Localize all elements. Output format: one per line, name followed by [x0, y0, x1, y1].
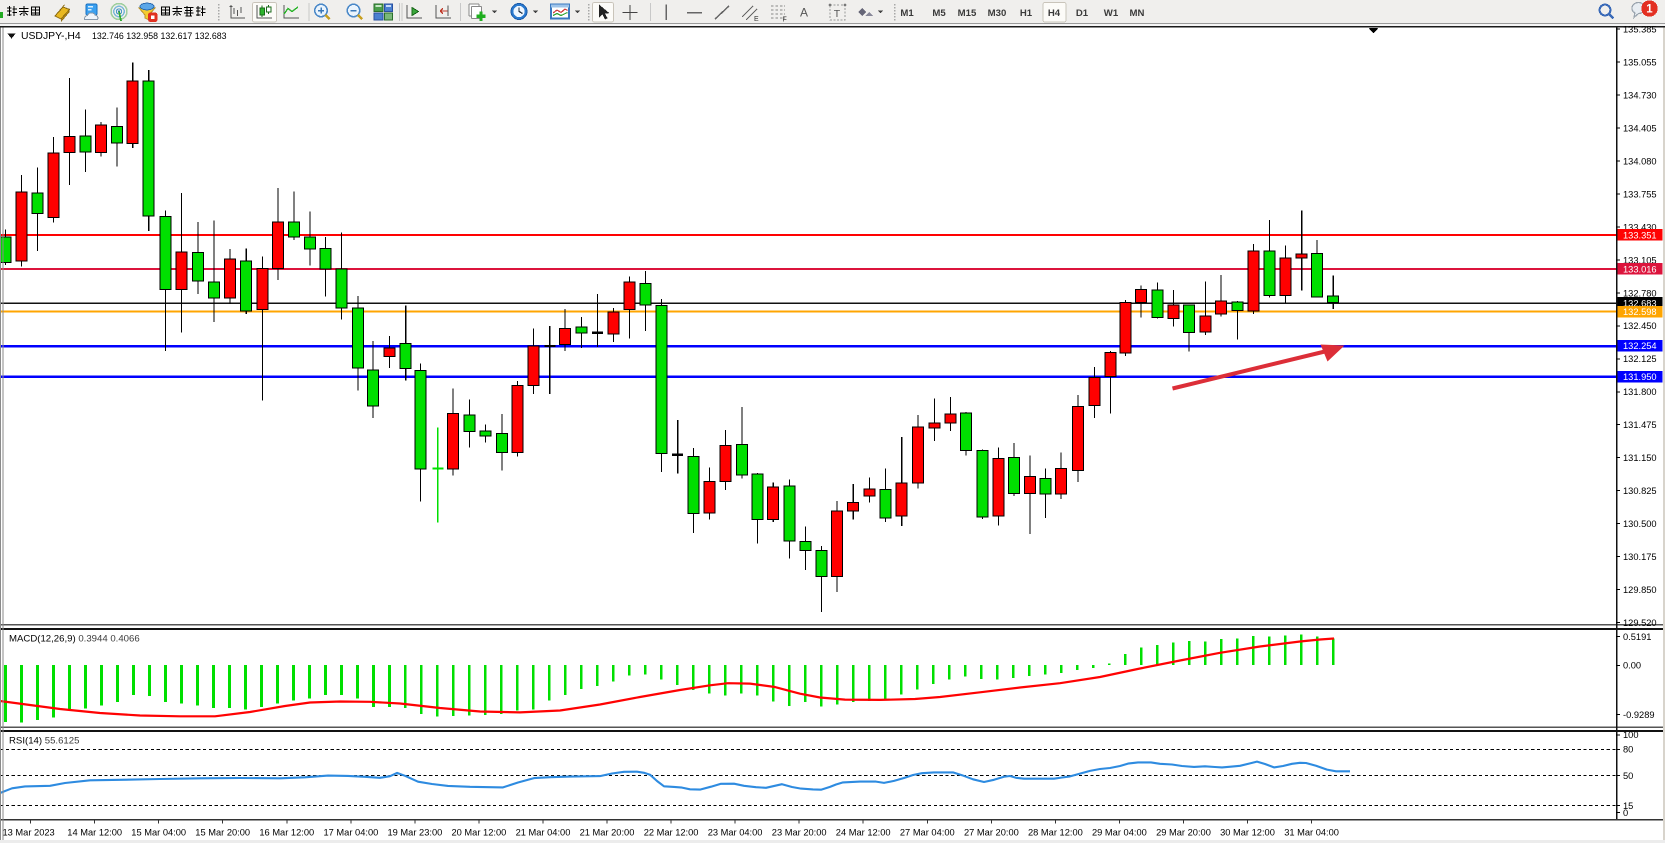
- svg-text:0: 0: [1623, 808, 1628, 818]
- svg-text:129.520: 129.520: [1623, 618, 1657, 628]
- svg-text:29 Mar 20:00: 29 Mar 20:00: [1156, 828, 1211, 838]
- svg-text:14 Mar 12:00: 14 Mar 12:00: [67, 828, 122, 838]
- svg-text:17 Mar 04:00: 17 Mar 04:00: [324, 828, 379, 838]
- svg-text:133.430: 133.430: [1623, 222, 1657, 232]
- svg-text:132.746 132.958 132.617 132.68: 132.746 132.958 132.617 132.683: [92, 31, 227, 41]
- svg-text:134.405: 134.405: [1623, 124, 1657, 134]
- svg-text:T: T: [834, 8, 841, 20]
- svg-text:131.150: 131.150: [1623, 453, 1657, 463]
- svg-text:133.016: 133.016: [1623, 264, 1657, 274]
- svg-text:21 Mar 20:00: 21 Mar 20:00: [580, 828, 635, 838]
- svg-text:22 Mar 12:00: 22 Mar 12:00: [644, 828, 699, 838]
- svg-text:E: E: [754, 16, 759, 23]
- svg-text:M30: M30: [988, 8, 1007, 19]
- svg-text:133.351: 133.351: [1623, 230, 1657, 240]
- svg-text:134.080: 134.080: [1623, 156, 1657, 166]
- svg-text:135.385: 135.385: [1623, 25, 1657, 35]
- svg-text:W1: W1: [1104, 8, 1119, 19]
- svg-text:132.780: 132.780: [1623, 288, 1657, 298]
- svg-text:132.125: 132.125: [1623, 354, 1657, 364]
- svg-text:130.825: 130.825: [1623, 486, 1657, 496]
- svg-text:132.683: 132.683: [1623, 298, 1657, 308]
- svg-text:50: 50: [1623, 771, 1633, 781]
- svg-text:133.755: 133.755: [1623, 189, 1657, 199]
- svg-text:29 Mar 04:00: 29 Mar 04:00: [1092, 828, 1147, 838]
- svg-text:134.730: 134.730: [1623, 91, 1657, 101]
- svg-text:M5: M5: [932, 8, 946, 19]
- svg-text:132.450: 132.450: [1623, 321, 1657, 331]
- svg-text:H1: H1: [1020, 8, 1033, 19]
- svg-text:130.175: 130.175: [1623, 552, 1657, 562]
- svg-text:133.105: 133.105: [1623, 255, 1657, 265]
- svg-text:0.5191: 0.5191: [1623, 632, 1651, 642]
- svg-text:15: 15: [1623, 801, 1633, 811]
- svg-text:15 Mar 04:00: 15 Mar 04:00: [131, 828, 186, 838]
- svg-text:19 Mar 23:00: 19 Mar 23:00: [388, 828, 443, 838]
- svg-text:100: 100: [1623, 730, 1639, 740]
- svg-text:0.00: 0.00: [1623, 661, 1641, 671]
- svg-text:80: 80: [1623, 745, 1633, 755]
- svg-text:23 Mar 04:00: 23 Mar 04:00: [708, 828, 763, 838]
- svg-text:F: F: [783, 17, 787, 24]
- svg-text:132.254: 132.254: [1623, 341, 1657, 351]
- svg-text:131.475: 131.475: [1623, 420, 1657, 430]
- svg-text:135.055: 135.055: [1623, 58, 1657, 68]
- svg-text:20 Mar 12:00: 20 Mar 12:00: [452, 828, 507, 838]
- svg-text:15 Mar 20:00: 15 Mar 20:00: [195, 828, 250, 838]
- svg-text:27 Mar 20:00: 27 Mar 20:00: [964, 828, 1019, 838]
- svg-text:-0.9289: -0.9289: [1623, 710, 1655, 720]
- svg-text:MN: MN: [1130, 8, 1145, 19]
- svg-text:130.500: 130.500: [1623, 519, 1657, 529]
- svg-text:131.800: 131.800: [1623, 387, 1657, 397]
- svg-text:H4: H4: [1048, 8, 1061, 19]
- svg-text:28 Mar 12:00: 28 Mar 12:00: [1028, 828, 1083, 838]
- svg-text:24 Mar 12:00: 24 Mar 12:00: [836, 828, 891, 838]
- svg-text:13 Mar 2023: 13 Mar 2023: [3, 828, 55, 838]
- svg-text:21 Mar 04:00: 21 Mar 04:00: [516, 828, 571, 838]
- svg-text:132.598: 132.598: [1623, 307, 1657, 317]
- svg-text:USDJPY-,H4: USDJPY-,H4: [21, 31, 81, 42]
- svg-text:131.950: 131.950: [1623, 372, 1657, 382]
- svg-text:M15: M15: [958, 8, 977, 19]
- svg-text:D1: D1: [1076, 8, 1089, 19]
- svg-text:16 Mar 12:00: 16 Mar 12:00: [259, 828, 314, 838]
- svg-text:31 Mar 04:00: 31 Mar 04:00: [1284, 828, 1339, 838]
- svg-text:23 Mar 20:00: 23 Mar 20:00: [772, 828, 827, 838]
- svg-text:30 Mar 12:00: 30 Mar 12:00: [1220, 828, 1275, 838]
- svg-text:A: A: [800, 6, 808, 20]
- svg-text:MACD(12,26,9) 0.3944 0.4066: MACD(12,26,9) 0.3944 0.4066: [9, 634, 140, 645]
- svg-text:129.850: 129.850: [1623, 585, 1657, 595]
- svg-text:M1: M1: [900, 8, 914, 19]
- svg-text:RSI(14) 55.6125: RSI(14) 55.6125: [9, 736, 79, 747]
- svg-text:27 Mar 04:00: 27 Mar 04:00: [900, 828, 955, 838]
- svg-text:1: 1: [1646, 4, 1653, 16]
